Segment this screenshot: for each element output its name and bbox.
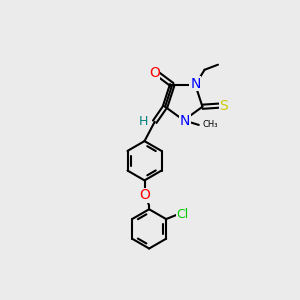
Text: N: N <box>190 76 200 91</box>
Text: CH₃: CH₃ <box>203 120 218 129</box>
Text: Cl: Cl <box>177 208 189 221</box>
Text: N: N <box>180 115 190 128</box>
Text: O: O <box>149 66 160 80</box>
Text: O: O <box>139 188 150 203</box>
Text: S: S <box>220 99 228 112</box>
Text: H: H <box>139 115 148 128</box>
